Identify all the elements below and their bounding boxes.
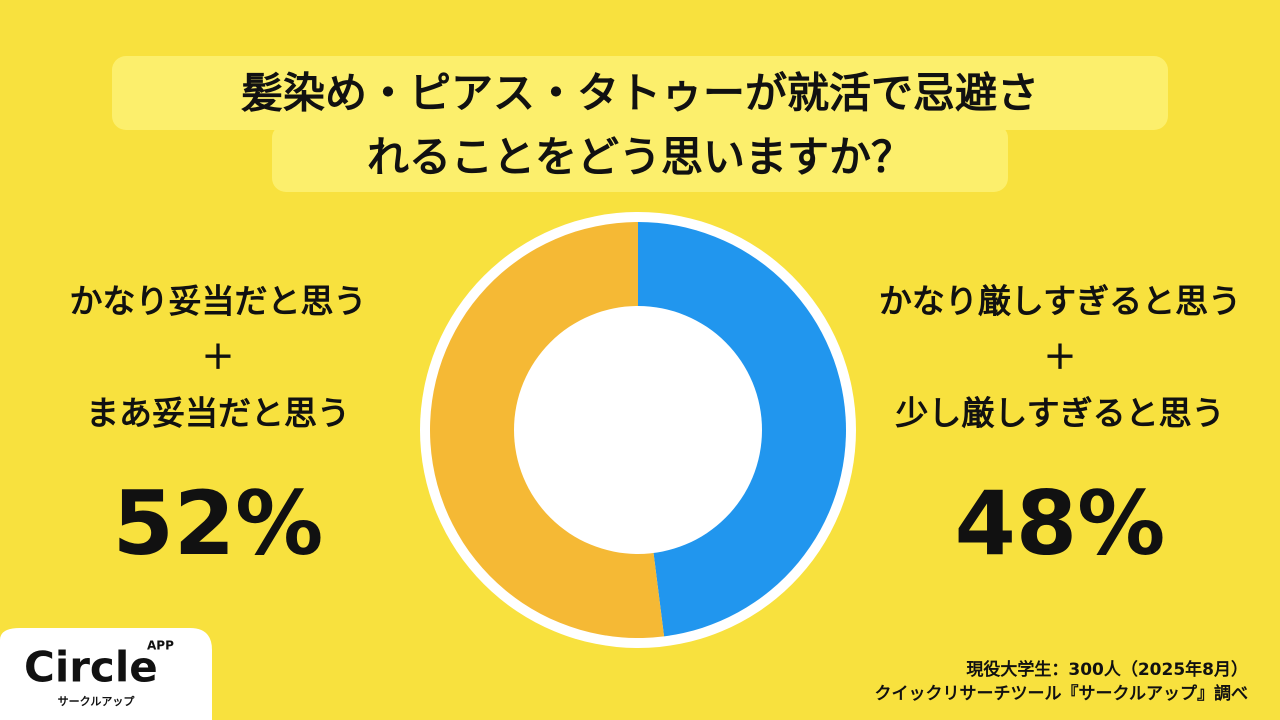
logo-box (0, 628, 212, 720)
logo-kana: サークルアップ (58, 694, 136, 708)
source-note: クイックリサーチツール『サークルアップ』調べ (875, 683, 1249, 704)
logo-badge: APP (147, 639, 174, 653)
chart-title: れることをどう思いますか？ (367, 133, 913, 182)
value-label: 48% (955, 472, 1166, 575)
category-label: ＋ (1044, 338, 1077, 377)
title-box (112, 56, 1168, 130)
chart-title: 髪染め・ピアス・タトゥーが就活で忌避さ (241, 69, 1039, 118)
donut-hole (514, 306, 762, 554)
category-label: まあ妥当だと思う (86, 394, 350, 433)
title-box (272, 124, 1008, 192)
category-label: かなり妥当だと思う (70, 282, 367, 321)
source-note: 現役大学生：300人（2025年8月） (966, 659, 1248, 680)
category-label: 少し厳しすぎると思う (895, 394, 1224, 433)
category-label: ＋ (202, 338, 235, 377)
category-label: かなり厳しすぎると思う (879, 282, 1241, 321)
logo-name: Circle (24, 643, 158, 692)
value-label: 52% (113, 472, 324, 575)
